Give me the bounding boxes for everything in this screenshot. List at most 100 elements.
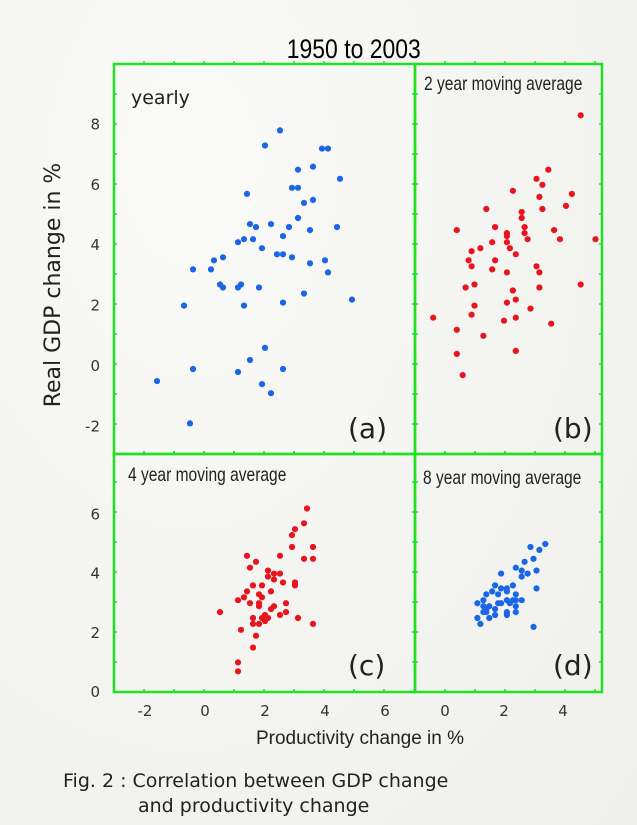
data-point bbox=[246, 564, 254, 571]
data-point bbox=[288, 184, 296, 191]
panel-frame bbox=[112, 62, 417, 456]
data-point bbox=[267, 221, 275, 228]
y-tick-label: 8 bbox=[90, 115, 100, 133]
data-point bbox=[243, 552, 251, 559]
data-point bbox=[249, 614, 257, 622]
data-point bbox=[252, 558, 260, 565]
data-point bbox=[468, 248, 475, 255]
data-point bbox=[282, 609, 290, 616]
data-point bbox=[258, 582, 266, 589]
data-point bbox=[279, 299, 287, 306]
data-point bbox=[348, 296, 356, 303]
data-point bbox=[492, 582, 499, 589]
panel-c: 4 year moving average (c) 6 4 2 0 -2 0 2 4 6 bbox=[90, 451, 417, 720]
data-point bbox=[276, 611, 284, 619]
data-point bbox=[521, 230, 528, 237]
data-point bbox=[261, 617, 269, 625]
data-point bbox=[243, 588, 251, 595]
data-point bbox=[309, 555, 317, 562]
data-point bbox=[270, 576, 278, 583]
data-point bbox=[536, 546, 543, 554]
data-point bbox=[300, 520, 308, 527]
data-point bbox=[503, 588, 510, 595]
data-point bbox=[556, 236, 564, 243]
data-point bbox=[548, 320, 555, 327]
data-point bbox=[503, 299, 510, 306]
data-point bbox=[577, 112, 584, 119]
x-tick-label: 2 bbox=[260, 702, 270, 720]
data-point bbox=[506, 245, 513, 252]
data-point bbox=[294, 166, 302, 173]
data-point bbox=[542, 540, 549, 548]
data-point bbox=[237, 626, 245, 633]
data-point bbox=[324, 269, 332, 276]
data-point bbox=[300, 555, 308, 562]
data-point bbox=[234, 597, 242, 604]
x-tick-label: 4 bbox=[558, 702, 568, 720]
y-tick-label: 2 bbox=[90, 624, 100, 642]
data-point bbox=[503, 239, 510, 246]
data-point bbox=[261, 344, 269, 351]
data-point bbox=[500, 317, 508, 324]
data-point bbox=[530, 623, 537, 631]
x-tick-label: 0 bbox=[440, 702, 450, 720]
data-point bbox=[536, 193, 543, 200]
data-point bbox=[288, 254, 296, 261]
data-point bbox=[471, 302, 478, 309]
data-point bbox=[492, 224, 499, 231]
data-point bbox=[276, 552, 284, 559]
data-point bbox=[219, 254, 227, 261]
data-point bbox=[492, 611, 499, 619]
data-point bbox=[267, 606, 275, 613]
data-point bbox=[568, 190, 576, 197]
panel-a: yearly (a) 8 6 4 2 0 -2 bbox=[85, 61, 417, 456]
data-point bbox=[462, 284, 469, 291]
data-point bbox=[539, 205, 546, 213]
y-tick-label: 4 bbox=[90, 236, 100, 254]
data-point bbox=[527, 305, 534, 312]
data-point bbox=[498, 585, 505, 592]
panel-label-b: 2 year moving average bbox=[424, 73, 582, 95]
data-point bbox=[279, 251, 287, 258]
data-point bbox=[234, 239, 242, 246]
data-point bbox=[324, 145, 332, 152]
data-point bbox=[258, 594, 266, 601]
data-point bbox=[577, 281, 584, 288]
data-point bbox=[480, 597, 487, 604]
data-point bbox=[512, 609, 519, 616]
data-point bbox=[477, 245, 484, 252]
data-point bbox=[249, 644, 257, 651]
y-tick-label: 0 bbox=[90, 683, 100, 701]
y-tick-label: 4 bbox=[90, 565, 100, 583]
data-point bbox=[536, 284, 543, 291]
data-point bbox=[492, 257, 499, 264]
data-point bbox=[285, 224, 293, 231]
data-point bbox=[252, 632, 260, 639]
data-point bbox=[189, 266, 197, 273]
data-point bbox=[489, 266, 496, 273]
data-point bbox=[189, 365, 197, 373]
x-tick-label: 0 bbox=[200, 702, 210, 720]
data-point bbox=[506, 600, 513, 607]
data-point bbox=[276, 127, 284, 134]
data-point bbox=[480, 332, 487, 339]
data-point bbox=[489, 588, 496, 595]
data-point bbox=[288, 543, 296, 551]
data-point bbox=[186, 420, 194, 427]
data-point bbox=[471, 281, 478, 288]
panel-corner-label-d: (d) bbox=[553, 649, 593, 682]
data-point bbox=[512, 564, 519, 571]
data-point bbox=[512, 296, 519, 303]
data-point bbox=[249, 236, 257, 243]
data-point bbox=[300, 290, 308, 297]
data-point bbox=[249, 582, 257, 589]
data-point bbox=[240, 594, 248, 601]
data-point bbox=[468, 263, 475, 270]
data-point bbox=[264, 573, 272, 580]
panel-frame bbox=[413, 452, 604, 694]
data-point bbox=[276, 570, 284, 577]
y-axis-title: Real GDP change in % bbox=[41, 163, 66, 408]
data-point bbox=[474, 614, 481, 622]
